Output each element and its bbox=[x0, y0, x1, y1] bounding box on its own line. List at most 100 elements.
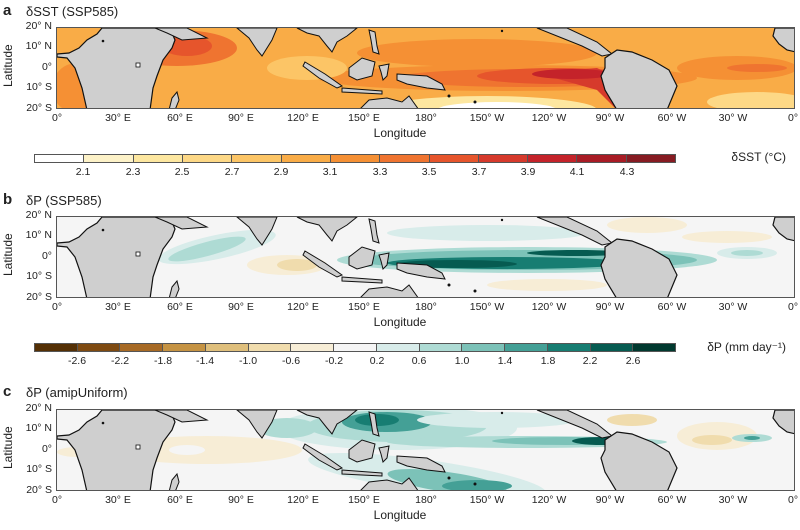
y-tick: 20° N bbox=[25, 209, 52, 221]
colorbar-tick: -2.2 bbox=[110, 355, 130, 367]
y-tick: 10° S bbox=[26, 270, 52, 282]
y-tick: 0° bbox=[41, 61, 52, 73]
panel-title: δP (amipUniform) bbox=[26, 385, 128, 400]
x-tick: 60° E bbox=[167, 301, 193, 313]
colorbar-tick: 2.2 bbox=[582, 355, 598, 367]
colorbar-tick: 3.7 bbox=[471, 166, 487, 178]
y-tick: 0° bbox=[41, 250, 52, 262]
y-tick: 20° N bbox=[25, 20, 52, 32]
x-tick: 180° bbox=[415, 301, 437, 313]
colorbar-tick: 3.3 bbox=[372, 166, 388, 178]
x-tick: 30° W bbox=[718, 301, 748, 313]
colorbar-tick: 1.8 bbox=[540, 355, 556, 367]
panel-title: δP (SSP585) bbox=[26, 193, 102, 208]
colorbar-tick: 0.2 bbox=[369, 355, 385, 367]
colorbar-tick: -1.4 bbox=[195, 355, 215, 367]
x-axis-label: Longitude bbox=[373, 126, 427, 140]
colorbar-tick: -2.6 bbox=[67, 355, 87, 367]
x-tick: 120° E bbox=[287, 112, 319, 124]
sst-map bbox=[56, 27, 795, 109]
x-tick: 60° E bbox=[167, 112, 193, 124]
x-tick: 60° W bbox=[657, 112, 687, 124]
colorbar-tick: -1.8 bbox=[153, 355, 173, 367]
x-tick: 60° E bbox=[167, 494, 193, 506]
y-tick: 0° bbox=[41, 443, 52, 455]
y-axis-label: Latitude bbox=[1, 426, 15, 469]
x-tick: 90° E bbox=[228, 494, 254, 506]
y-tick: 20° S bbox=[26, 291, 52, 303]
x-tick: 30° W bbox=[718, 112, 748, 124]
colorbar-tick: 2.6 bbox=[625, 355, 641, 367]
colorbar-tick: -0.6 bbox=[281, 355, 301, 367]
colorbar-title: δSST (°C) bbox=[731, 150, 786, 164]
colorbar-tick: 3.9 bbox=[520, 166, 536, 178]
panel-title: δSST (SSP585) bbox=[26, 4, 119, 19]
y-tick: 20° N bbox=[25, 402, 52, 414]
colorbar-tick: 2.1 bbox=[75, 166, 91, 178]
colorbar-tick: -0.2 bbox=[324, 355, 344, 367]
colorbar-tick: 2.7 bbox=[224, 166, 240, 178]
x-tick: 0° bbox=[787, 494, 799, 506]
colorbar-tick: 2.3 bbox=[125, 166, 141, 178]
x-tick: 0° bbox=[51, 494, 63, 506]
x-tick: 0° bbox=[787, 112, 799, 124]
colorbar-tick: 3.5 bbox=[421, 166, 437, 178]
x-axis-label: Longitude bbox=[373, 508, 427, 522]
colorbar-tick: 1.0 bbox=[454, 355, 470, 367]
y-tick: 10° N bbox=[25, 229, 52, 241]
x-tick: 120° W bbox=[531, 494, 567, 506]
colorbar-title: δP (mm day⁻¹) bbox=[707, 340, 786, 354]
x-tick: 30° W bbox=[718, 494, 748, 506]
panel-label: c bbox=[3, 383, 12, 400]
x-tick: 150° E bbox=[348, 494, 380, 506]
x-tick: 150° E bbox=[348, 301, 380, 313]
colorbar-tick: 2.5 bbox=[174, 166, 190, 178]
x-tick: 0° bbox=[787, 301, 799, 313]
x-tick: 150° W bbox=[469, 301, 505, 313]
panel-label: a bbox=[3, 2, 12, 19]
precip-ssp585-map bbox=[56, 216, 795, 298]
x-tick: 90° W bbox=[595, 112, 625, 124]
x-tick: 180° bbox=[415, 494, 437, 506]
colorbar-tick: 0.6 bbox=[411, 355, 427, 367]
x-tick: 150° E bbox=[348, 112, 380, 124]
x-tick: 0° bbox=[51, 301, 63, 313]
y-tick: 10° N bbox=[25, 422, 52, 434]
x-tick: 120° E bbox=[287, 301, 319, 313]
colorbar-tick: -1.0 bbox=[238, 355, 258, 367]
x-tick: 120° W bbox=[531, 301, 567, 313]
x-tick: 120° W bbox=[531, 112, 567, 124]
y-tick: 20° S bbox=[26, 484, 52, 496]
x-tick: 120° E bbox=[287, 494, 319, 506]
x-tick: 0° bbox=[51, 112, 63, 124]
x-tick: 150° W bbox=[469, 112, 505, 124]
y-tick: 20° S bbox=[26, 102, 52, 114]
x-tick: 30° E bbox=[105, 112, 131, 124]
panel-b: b δP (SSP585) Latitude 20° N 10° N 0° 10… bbox=[1, 191, 799, 367]
x-tick: 60° W bbox=[657, 494, 687, 506]
x-tick: 90° E bbox=[228, 112, 254, 124]
x-tick: 180° bbox=[415, 112, 437, 124]
x-tick: 90° W bbox=[595, 494, 625, 506]
y-tick: 10° S bbox=[26, 81, 52, 93]
colorbar-tick: 4.3 bbox=[619, 166, 635, 178]
panel-a: a δSST (SSP585) Latitude 20° N 10° N 0° … bbox=[0, 0, 800, 180]
sst-colorbar bbox=[34, 154, 676, 163]
x-tick: 30° E bbox=[105, 494, 131, 506]
panel-label: b bbox=[3, 191, 13, 208]
x-tick: 30° E bbox=[105, 301, 131, 313]
y-tick: 10° S bbox=[26, 463, 52, 475]
x-tick: 60° W bbox=[657, 301, 687, 313]
precip-amip-map bbox=[56, 409, 795, 491]
precip-colorbar bbox=[34, 343, 676, 352]
y-tick: 10° N bbox=[25, 40, 52, 52]
colorbar-tick: 1.4 bbox=[497, 355, 513, 367]
x-axis-label: Longitude bbox=[373, 315, 427, 329]
colorbar-tick: 3.1 bbox=[322, 166, 338, 178]
colorbar-tick: 2.9 bbox=[273, 166, 289, 178]
x-tick: 90° E bbox=[228, 301, 254, 313]
colorbar-tick: 4.1 bbox=[569, 166, 585, 178]
x-tick: 90° W bbox=[595, 301, 625, 313]
x-tick: 150° W bbox=[469, 494, 505, 506]
